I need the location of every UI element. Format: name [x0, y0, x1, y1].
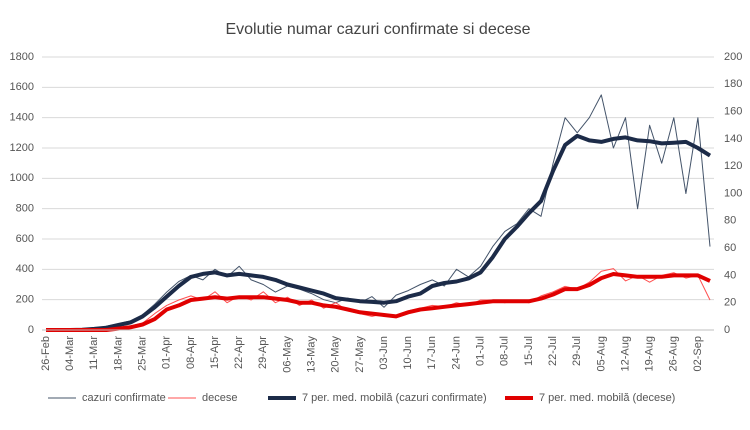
series-line: [46, 94, 711, 331]
y2-tick-label: 120: [724, 160, 742, 172]
y2-tick-label: 60: [724, 242, 736, 254]
x-tick-label: 08-Apr: [185, 336, 197, 369]
legend-label: decese: [202, 392, 237, 404]
x-tick-label: 19-Aug: [644, 336, 656, 371]
x-tick-label: 13-May: [306, 336, 318, 373]
y-tick-label: 1600: [10, 81, 34, 93]
x-tick-label: 15-Jul: [523, 336, 535, 366]
x-tick-label: 22-Jul: [547, 336, 559, 366]
chart-title: Evolutie numar cazuri confirmate si dece…: [225, 21, 530, 38]
y2-tick-label: 140: [724, 133, 742, 145]
y2-tick-label: 0: [724, 324, 730, 336]
x-tick-label: 04-Mar: [64, 336, 76, 371]
y-tick-label: 600: [16, 233, 34, 245]
x-tick-label: 03-Jun: [378, 336, 390, 370]
y2-tick-label: 20: [724, 297, 736, 309]
x-tick-label: 20-May: [330, 336, 342, 373]
y-tick-label: 200: [16, 294, 34, 306]
x-tick-label: 26-Aug: [668, 336, 680, 371]
y2-tick-label: 80: [724, 215, 736, 227]
y-tick-label: 1000: [10, 172, 34, 184]
series-line: [46, 272, 711, 332]
x-tick-label: 27-May: [354, 336, 366, 373]
x-tick-label: 22-Apr: [233, 336, 245, 369]
x-tick-label: 11-Mar: [88, 336, 100, 370]
x-tick-label: 17-Jun: [426, 336, 438, 370]
y2-tick-label: 40: [724, 269, 736, 281]
x-tick-label: 29-Apr: [257, 336, 269, 369]
y-tick-label: 1400: [10, 112, 34, 124]
x-tick-label: 24-Jun: [450, 336, 462, 370]
y-tick-label: 1200: [10, 142, 34, 154]
y2-tick-label: 100: [724, 187, 742, 199]
x-tick-label: 08-Jul: [499, 336, 511, 366]
x-tick-label: 25-Mar: [136, 336, 148, 371]
x-tick-label: 26-Feb: [40, 336, 52, 371]
x-tick-label: 12-Aug: [619, 336, 631, 371]
x-tick-label: 29-Jul: [571, 336, 583, 366]
x-tick-label: 01-Apr: [161, 336, 173, 369]
x-tick-label: 18-Mar: [112, 336, 124, 371]
legend-label: 7 per. med. mobilă (cazuri confirmate): [302, 392, 487, 404]
legend-label: 7 per. med. mobilă (decese): [539, 392, 675, 404]
y2-tick-label: 160: [724, 106, 742, 118]
y-tick-label: 1800: [10, 51, 34, 63]
x-tick-label: 10-Jun: [402, 336, 414, 370]
y-tick-label: 800: [16, 203, 34, 215]
y2-tick-label: 200: [724, 51, 742, 63]
y-tick-label: 0: [28, 324, 34, 336]
series-line: [46, 133, 712, 332]
x-tick-label: 05-Aug: [595, 336, 607, 371]
x-tick-label: 01-Jul: [475, 336, 487, 366]
y-tick-label: 400: [16, 263, 34, 275]
x-tick-label: 02-Sep: [692, 336, 704, 371]
legend-label: cazuri confirmate: [82, 392, 166, 404]
x-tick-label: 06-May: [281, 336, 293, 373]
x-tick-label: 15-Apr: [209, 336, 221, 369]
y2-tick-label: 180: [724, 78, 742, 90]
